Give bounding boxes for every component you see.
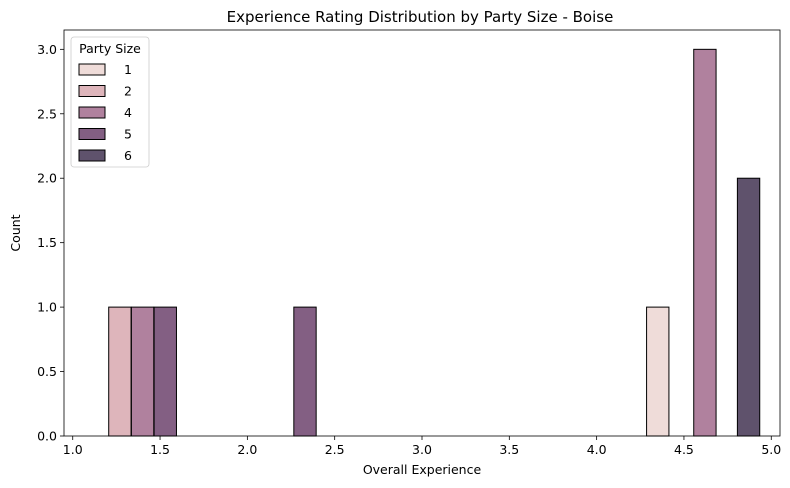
y-tick-label: 1.0 [37, 300, 57, 315]
x-tick-label: 4.0 [587, 442, 607, 457]
x-tick-label: 5.0 [761, 442, 781, 457]
legend-frame [70, 36, 150, 168]
legend-label-6: 6 [124, 148, 132, 163]
legend-title: Party Size [79, 41, 141, 56]
y-axis-ticks: 0.0 0.5 1.0 1.5 2.0 2.5 3.0 [37, 42, 64, 444]
bar-party-5-1 [293, 306, 317, 437]
y-tick-label: 0.5 [37, 364, 57, 379]
x-tick-label: 1.5 [150, 442, 170, 457]
bar-party-2-0 [108, 306, 132, 437]
y-tick-label: 0.0 [37, 429, 57, 444]
x-tick-label: 4.5 [674, 442, 694, 457]
legend-swatch-6 [78, 149, 106, 162]
y-tick-label: 1.5 [37, 235, 57, 250]
legend-swatch-2 [78, 85, 106, 97]
legend-swatch-1 [78, 63, 106, 76]
legend-swatch-4 [78, 106, 106, 119]
x-axis-label: Overall Experience [363, 462, 482, 477]
y-tick-label: 3.0 [37, 42, 57, 57]
x-tick-label: 2.0 [237, 442, 257, 457]
bar-party-1-0 [646, 306, 670, 437]
bar-party-5-0 [153, 306, 177, 437]
legend: Party Size 1 2 4 5 6 [70, 36, 150, 168]
chart-title: Experience Rating Distribution by Party … [227, 8, 614, 26]
x-tick-label: 1.0 [63, 442, 83, 457]
plot-frame [63, 29, 781, 437]
bar-party-6-0 [736, 177, 761, 437]
bar-party-4-1 [693, 48, 717, 437]
legend-label-1: 1 [124, 62, 132, 77]
bars-layer [108, 48, 761, 437]
y-axis-label: Count [8, 214, 23, 251]
legend-swatch-5 [78, 128, 106, 140]
y-tick-label: 2.5 [37, 106, 57, 121]
x-tick-label: 2.5 [325, 442, 345, 457]
bar-party-4-0 [130, 306, 155, 437]
legend-label-2: 2 [124, 84, 132, 99]
legend-label-5: 5 [124, 127, 132, 142]
y-tick-label: 2.0 [37, 171, 57, 186]
legend-items: 1 2 4 5 6 [78, 62, 132, 163]
x-tick-label: 3.5 [499, 442, 519, 457]
legend-label-4: 4 [124, 105, 132, 120]
x-axis-ticks: 1.0 1.5 2.0 2.5 3.0 3.5 4.0 4.5 5.0 [63, 436, 781, 457]
x-tick-label: 3.0 [412, 442, 432, 457]
